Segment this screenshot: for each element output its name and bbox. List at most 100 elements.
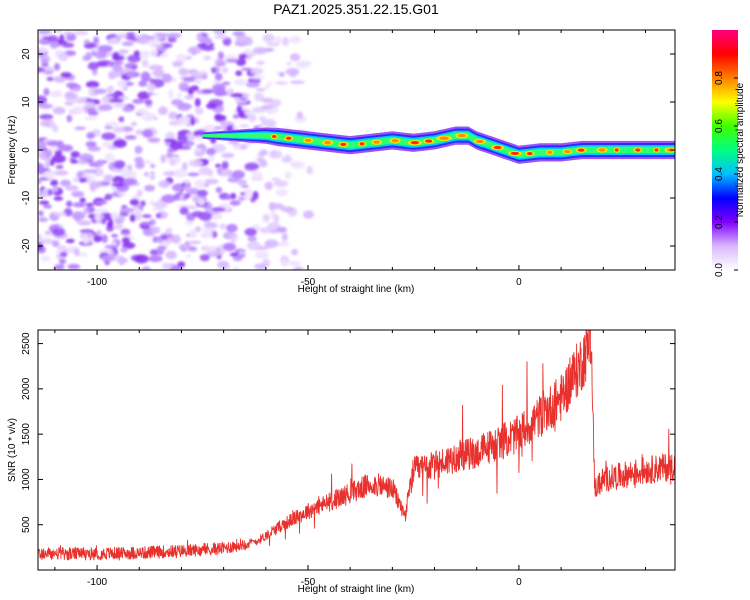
noise-blob (119, 207, 134, 213)
noise-blob (194, 117, 200, 124)
noise-blob (293, 266, 302, 270)
spectrogram-xlabel: Height of straight line (km) (298, 284, 415, 295)
noise-blob (152, 235, 158, 243)
noise-blob (111, 175, 125, 184)
noise-blob (65, 33, 77, 42)
noise-blob (187, 46, 202, 55)
noise-blob (254, 92, 264, 102)
noise-blob (222, 242, 237, 252)
noise-blob (85, 141, 97, 148)
ridge-peak-core (359, 142, 365, 146)
noise-blob (194, 179, 206, 188)
noise-blob (184, 193, 191, 198)
snr-panel: -100 -50 0 500 1000 1500 2000 2500 Height of st… (7, 329, 676, 595)
noise-blob (165, 250, 177, 260)
noise-blob (46, 76, 54, 82)
noise-blob (72, 97, 88, 104)
noise-blob (215, 186, 223, 194)
noise-blob (52, 106, 66, 115)
noise-blob (150, 226, 161, 234)
noise-blob (262, 33, 275, 43)
noise-blob (232, 114, 239, 119)
ridge-peak-core (340, 142, 347, 147)
noise-blob (155, 213, 162, 219)
noise-blob (76, 160, 89, 165)
noise-blob (182, 162, 188, 171)
noise-blob (72, 202, 87, 208)
noise-blob (123, 177, 138, 186)
noise-blob (213, 30, 227, 36)
noise-blob (163, 138, 177, 143)
noise-blob (273, 214, 280, 224)
noise-blob (235, 70, 243, 77)
noise-blob (275, 35, 282, 45)
noise-blob (194, 77, 202, 85)
noise-blob (254, 263, 267, 270)
noise-blob (290, 80, 305, 85)
noise-blob (249, 75, 265, 80)
noise-blob (282, 37, 290, 47)
noise-blob (238, 250, 245, 256)
noise-blob (116, 103, 127, 107)
noise-blob (121, 236, 131, 245)
noise-blob (203, 55, 212, 61)
noise-blob (65, 238, 75, 244)
noise-blob (70, 159, 79, 164)
snr-ylabel: SNR (10 * v/v) (7, 418, 18, 482)
noise-blob (94, 50, 107, 60)
noise-blob (79, 197, 86, 203)
noise-blob (52, 240, 60, 248)
noise-blob (161, 194, 176, 204)
snr-frame (37, 329, 676, 571)
noise-blob (52, 185, 59, 192)
snr-series-line (38, 330, 675, 561)
noise-blob (97, 104, 113, 111)
noise-blob (254, 250, 270, 259)
noise-blob (188, 159, 203, 167)
noise-blob (270, 203, 285, 210)
noise-blob (254, 246, 261, 251)
noise-blob (81, 234, 89, 243)
noise-blob (168, 111, 178, 120)
noise-blob (168, 120, 180, 126)
noise-blob (258, 60, 264, 66)
snr-xlabel: Height of straight line (km) (298, 584, 415, 595)
noise-blob (271, 177, 281, 182)
noise-blob (152, 207, 164, 212)
spectrogram-ridge (202, 126, 675, 164)
noise-blob (189, 117, 196, 126)
noise-blob (211, 207, 226, 212)
noise-blob (112, 64, 123, 72)
noise-blob (244, 227, 258, 237)
spectrogram-xtick-label: -100 (87, 277, 107, 288)
noise-blob (74, 126, 87, 131)
ridge-peak-core (526, 151, 533, 156)
colorbar-tick-label: 0.0 (714, 263, 725, 277)
noise-blob (113, 139, 127, 148)
noise-blob (86, 101, 96, 110)
noise-blob (268, 99, 282, 107)
noise-blob (64, 101, 74, 106)
noise-blob (38, 39, 52, 44)
noise-blob (38, 30, 52, 35)
ridge-peak-core (577, 148, 585, 152)
noise-blob (134, 254, 149, 264)
ridge-peak-core (439, 136, 449, 140)
noise-blob (72, 177, 80, 182)
noise-blob (281, 232, 288, 242)
noise-blob (201, 227, 216, 232)
noise-blob (160, 53, 169, 58)
noise-blob (63, 31, 74, 36)
noise-blob (55, 30, 62, 34)
noise-blob (135, 129, 144, 135)
noise-blob (183, 184, 192, 192)
noise-blob (46, 140, 60, 147)
noise-blob (248, 114, 257, 122)
ridge-peak-core (654, 148, 659, 152)
noise-blob (221, 161, 229, 170)
colorbar-ticks: 0.0 0.2 0.4 0.6 0.8 (714, 71, 738, 277)
noise-blob (51, 154, 66, 164)
noise-blob (233, 143, 242, 150)
noise-blob (204, 178, 219, 185)
